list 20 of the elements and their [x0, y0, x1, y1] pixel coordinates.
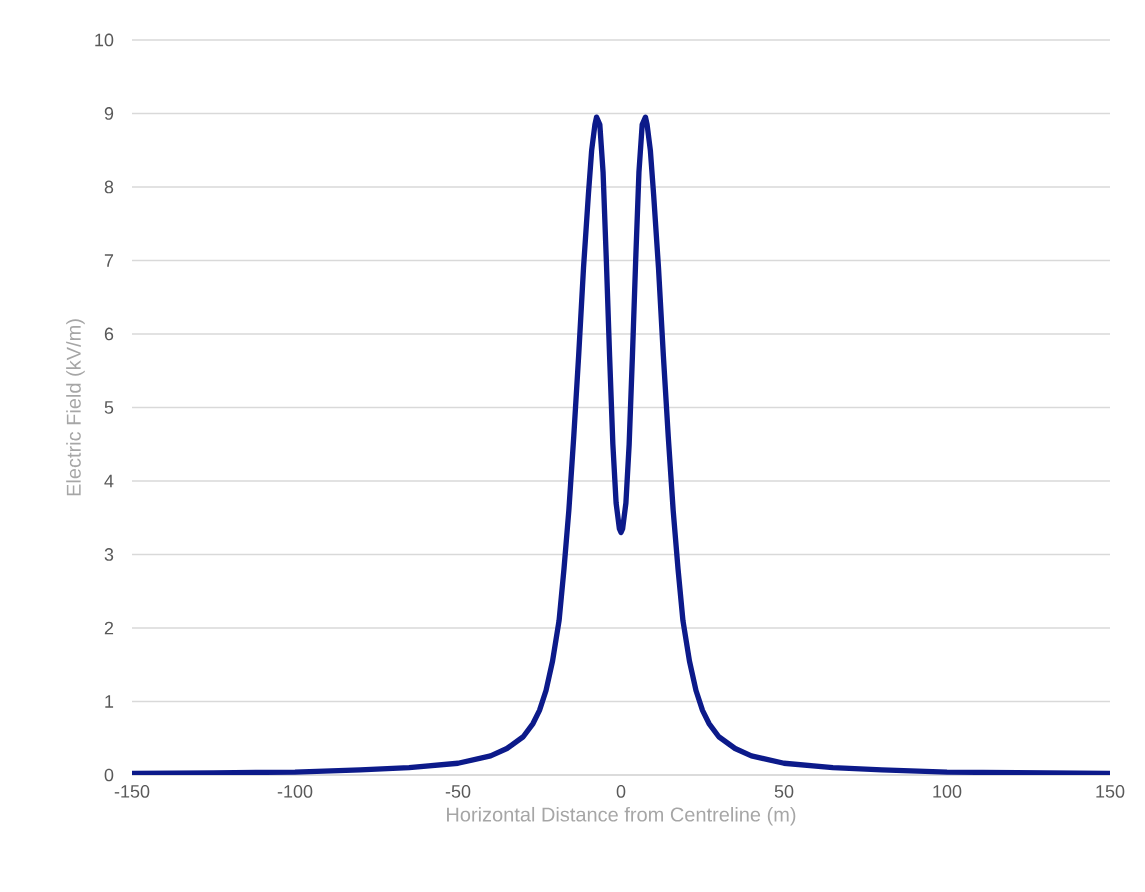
x-tick-label: 50: [774, 785, 794, 798]
y-tick-label: 4: [104, 474, 114, 488]
y-tick-label: 9: [104, 107, 114, 120]
y-tick-label: 2: [104, 621, 114, 635]
y-tick-label: 10: [95, 33, 114, 47]
x-tick-label: -100: [277, 785, 313, 798]
x-tick-label: 150: [1096, 785, 1125, 798]
y-tick-label: 5: [104, 401, 114, 414]
x-tick-label: -150: [114, 785, 150, 798]
x-tick-label: 0: [616, 785, 626, 798]
y-axis-title: Electric Field (kV/m): [66, 319, 85, 496]
y-tick-label: 1: [105, 695, 114, 708]
y-tick-label: 8: [104, 180, 114, 194]
y-tick-label: 0: [104, 768, 114, 782]
y-tick-label: 6: [104, 327, 114, 341]
x-tick-label: 100: [933, 785, 962, 798]
x-axis-title: Horizontal Distance from Centreline (m): [447, 806, 796, 826]
y-tick-label: 7: [104, 254, 114, 267]
x-tick-label: -50: [445, 785, 471, 798]
y-tick-label: 3: [104, 548, 114, 561]
